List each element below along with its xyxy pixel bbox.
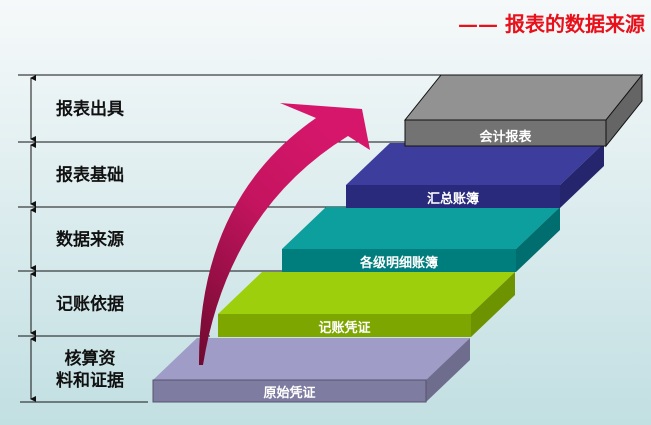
- step-top-face: [403, 74, 644, 121]
- step-label: 原始凭证: [263, 385, 315, 401]
- step-top-face: [218, 272, 515, 314]
- step-front-face: [282, 249, 516, 272]
- step-1: 原始凭证: [152, 338, 470, 403]
- steps: 原始凭证 记账凭证 各级明细账簿 汇总账簿 会计报表: [152, 73, 644, 403]
- step-top-face: [346, 143, 604, 185]
- step-top-face: [282, 207, 560, 249]
- stage-label: 报表出具: [56, 99, 124, 120]
- stage-label: 数据来源: [56, 229, 124, 250]
- step-top-face: [153, 338, 470, 380]
- stage-label: 记账依据: [56, 294, 124, 315]
- step-label: 记账凭证: [318, 320, 370, 336]
- step-front-face: [346, 185, 560, 208]
- step-4: 汇总账簿: [346, 143, 604, 208]
- step-label: 各级明细账簿: [359, 255, 438, 271]
- slide-title: —— 报表的数据来源: [458, 12, 645, 36]
- upward-arrow: [198, 103, 370, 365]
- step-side-face: [471, 272, 515, 337]
- step-label: 会计报表: [479, 129, 532, 145]
- step-3: 各级明细账簿: [282, 207, 560, 272]
- step-front-face: [218, 314, 471, 337]
- stage-label: 料和证据: [56, 370, 124, 391]
- step-front-face: [152, 379, 427, 403]
- step-2: 记账凭证: [218, 272, 515, 337]
- step-5: 会计报表: [403, 73, 644, 148]
- step-side-face: [516, 207, 560, 272]
- step-side-face: [426, 338, 470, 402]
- step-side-face: [560, 143, 604, 208]
- step-front-face: [404, 119, 607, 147]
- step-label: 汇总账簿: [427, 191, 479, 207]
- stage-label: 核算资: [65, 348, 116, 369]
- stage-label: 报表基础: [56, 165, 124, 186]
